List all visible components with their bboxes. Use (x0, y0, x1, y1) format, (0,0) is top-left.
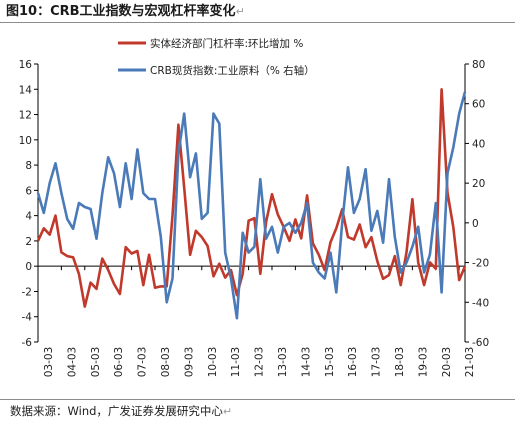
x-tick-label: 10-03 (207, 347, 219, 378)
x-tick-label: 03-03 (43, 347, 55, 378)
x-tick-label: 14-03 (300, 347, 312, 378)
y-left-tick-label: 10 (19, 135, 32, 147)
source-divider (0, 399, 515, 400)
x-tick-label: 06-03 (113, 347, 125, 378)
y-right-tick-label: 60 (472, 99, 485, 111)
y-right-tick-label: -60 (472, 337, 489, 349)
x-tick-label: 20-03 (441, 347, 453, 378)
x-tick-label: 15-03 (324, 347, 336, 378)
x-tick-label: 17-03 (371, 347, 383, 378)
line-chart: -6-4-20246810121416-60-40-2002040608003-… (19, 37, 490, 377)
axes-group: -6-4-20246810121416-60-40-2002040608003-… (19, 59, 490, 377)
plot-area (36, 88, 467, 320)
y-left-tick-label: 4 (25, 211, 32, 223)
y-right-tick-label: -40 (472, 297, 489, 309)
y-left-tick-label: 2 (25, 236, 32, 248)
title-divider (0, 22, 515, 23)
x-tick-label: 07-03 (137, 347, 149, 378)
legend: 实体经济部门杠杆率:环比增加 % CRB现货指数:工业原料（% 右轴） (118, 37, 315, 77)
x-tick-label: 21-03 (464, 347, 476, 378)
y-right-tick-label: -20 (472, 258, 489, 270)
y-left-tick-label: 16 (19, 59, 33, 71)
x-tick-label: 12-03 (254, 347, 266, 378)
x-tick-label: 05-03 (90, 347, 102, 378)
paragraph-mark-icon: ↵ (235, 5, 245, 18)
x-tick-label: 16-03 (347, 347, 359, 378)
x-tick-label: 08-03 (160, 347, 172, 378)
x-tick-label: 19-03 (417, 347, 429, 378)
y-left-tick-label: -6 (22, 337, 33, 349)
y-left-tick-label: -2 (22, 286, 32, 298)
series-line-crb (36, 91, 467, 320)
y-right-tick-label: 0 (472, 218, 479, 230)
y-right-tick-label: 40 (472, 138, 485, 150)
legend-label-leverage: 实体经济部门杠杆率:环比增加 % (150, 37, 303, 50)
series-line-leverage (36, 88, 467, 308)
y-left-tick-label: 8 (25, 160, 32, 172)
y-right-tick-label: 20 (472, 178, 485, 190)
figure-title-text: 图10：CRB工业指数与宏观杠杆率变化 (6, 4, 236, 19)
y-left-tick-label: 12 (19, 110, 32, 122)
y-left-tick-label: -4 (22, 312, 33, 324)
y-right-tick-label: 80 (472, 59, 485, 71)
x-tick-label: 11-03 (230, 347, 242, 378)
y-left-tick-label: 6 (25, 185, 32, 197)
source-note: 数据来源：Wind，广发证券发展研究中心↵ (10, 402, 232, 420)
paragraph-mark-icon: ↵ (222, 405, 233, 418)
x-tick-label: 04-03 (66, 347, 78, 378)
x-tick-label: 18-03 (394, 347, 406, 378)
x-tick-label: 13-03 (277, 347, 289, 378)
legend-label-crb: CRB现货指数:工业原料（% 右轴） (150, 64, 315, 77)
source-text: 数据来源：Wind，广发证券发展研究中心 (10, 404, 223, 418)
y-left-tick-label: 14 (19, 84, 33, 96)
y-left-tick-label: 0 (25, 261, 32, 273)
x-tick-label: 09-03 (183, 347, 195, 378)
figure-title: 图10：CRB工业指数与宏观杠杆率变化↵ (6, 2, 506, 22)
